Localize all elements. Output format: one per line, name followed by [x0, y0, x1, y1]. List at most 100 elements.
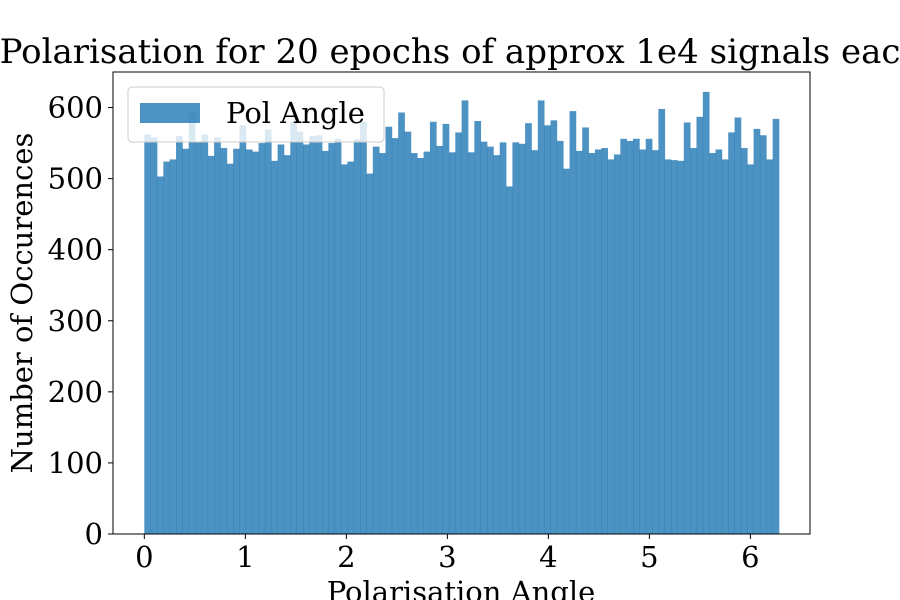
histogram-bar — [677, 160, 685, 534]
y-tick-label: 0 — [85, 517, 103, 551]
histogram-bar — [620, 138, 628, 534]
histogram-bar — [233, 148, 240, 534]
histogram-bar — [322, 150, 329, 534]
histogram-bar — [214, 137, 221, 534]
histogram-bar — [436, 145, 443, 535]
histogram-bar — [328, 143, 336, 534]
x-tick-label: 1 — [236, 540, 254, 574]
x-axis-label: Polarisation Angle — [327, 575, 596, 600]
histogram-bar — [709, 153, 716, 534]
x-tick-label: 6 — [741, 540, 759, 574]
histogram-bar — [747, 164, 754, 534]
histogram-bar — [734, 117, 742, 535]
histogram-bar — [252, 151, 259, 535]
histogram-bar — [309, 135, 317, 534]
y-tick-label: 300 — [48, 304, 103, 338]
histogram-bar — [715, 149, 723, 534]
histogram-bar — [639, 149, 647, 534]
histogram-bar — [258, 143, 266, 534]
histogram-bar — [569, 111, 577, 534]
histogram-bar — [594, 149, 602, 534]
histogram-bar — [474, 121, 482, 534]
histogram-bar — [664, 159, 672, 535]
histogram-bar — [493, 155, 501, 534]
x-tick-label: 2 — [337, 540, 355, 574]
histogram-bar — [372, 146, 380, 534]
y-axis-label: Number of Occurences — [5, 133, 39, 474]
histogram-bar — [633, 138, 640, 534]
histogram-bar — [537, 100, 545, 535]
histogram-bar — [226, 163, 234, 534]
x-axis-ticks: 0 1 2 3 4 5 6 — [135, 534, 760, 574]
histogram-bar — [455, 132, 462, 535]
histogram-bar — [379, 153, 386, 534]
x-tick-label: 3 — [438, 540, 456, 574]
x-tick-label: 0 — [135, 540, 153, 574]
histogram-bar — [353, 139, 361, 534]
histogram-bar — [525, 123, 532, 535]
histogram-bar — [658, 108, 666, 535]
histogram-bar — [626, 140, 634, 534]
histogram-bar — [391, 138, 399, 534]
histogram-bar — [341, 164, 348, 534]
histogram-bar — [157, 176, 164, 535]
histogram-bar — [607, 159, 615, 535]
histogram-bar — [721, 159, 729, 535]
histogram-bar — [423, 151, 431, 535]
histogram-bar — [283, 155, 291, 534]
histogram-bar — [347, 161, 355, 534]
plot-frame — [112, 71, 811, 535]
histogram-bar — [690, 148, 697, 535]
histogram-bar — [683, 122, 691, 535]
histogram-bar — [366, 173, 374, 534]
histogram-bar — [766, 159, 773, 535]
histogram-bar — [531, 150, 539, 534]
histogram-bar — [740, 148, 748, 535]
histogram-bar — [290, 121, 297, 534]
y-tick-label: 100 — [48, 446, 103, 480]
histogram-bar — [506, 186, 513, 534]
histogram-bar — [163, 161, 171, 534]
histogram-bar — [645, 138, 653, 534]
y-axis-ticks: 0 100 200 300 400 500 600 — [48, 91, 113, 551]
histogram-bar — [448, 152, 456, 534]
histogram-bar — [239, 125, 247, 534]
histogram-bar — [264, 129, 272, 534]
histogram-bar — [302, 144, 310, 534]
histogram-bar — [429, 121, 437, 534]
histogram-bar — [499, 142, 507, 534]
histogram-bar — [563, 168, 570, 534]
histogram-bar — [772, 118, 780, 534]
histogram-bar — [702, 91, 710, 535]
histogram-bar — [518, 143, 526, 535]
histogram-bar — [575, 150, 583, 534]
y-tick-label: 600 — [48, 91, 103, 125]
histogram-bar — [480, 141, 488, 534]
legend-label: Pol Angle — [226, 96, 365, 130]
histogram-bar — [487, 146, 494, 534]
y-tick-label: 500 — [48, 162, 103, 196]
histogram-bar — [753, 128, 761, 535]
histogram-bar — [652, 150, 659, 534]
y-tick-label: 400 — [48, 233, 103, 267]
x-tick-label: 5 — [640, 540, 658, 574]
histogram-bar — [188, 112, 196, 534]
legend-frame — [127, 86, 385, 143]
histogram-bar — [334, 138, 342, 534]
histogram-bar — [176, 135, 183, 534]
histogram-bar — [512, 142, 520, 534]
histogram-bar — [201, 134, 209, 535]
histogram-bar — [613, 154, 621, 534]
histogram-bar — [417, 158, 424, 534]
histogram-bar — [544, 125, 551, 534]
histogram-bar — [296, 131, 304, 534]
histogram-bar — [696, 116, 704, 534]
histogram-bar — [556, 140, 564, 534]
x-tick-label: 4 — [539, 540, 557, 574]
histogram-bar — [728, 132, 735, 535]
legend: Pol Angle — [127, 86, 385, 143]
histogram-bar — [385, 126, 393, 534]
chart-title: Polarisation for 20 epochs of approx 1e4… — [0, 32, 900, 72]
histogram-bar — [468, 152, 475, 534]
